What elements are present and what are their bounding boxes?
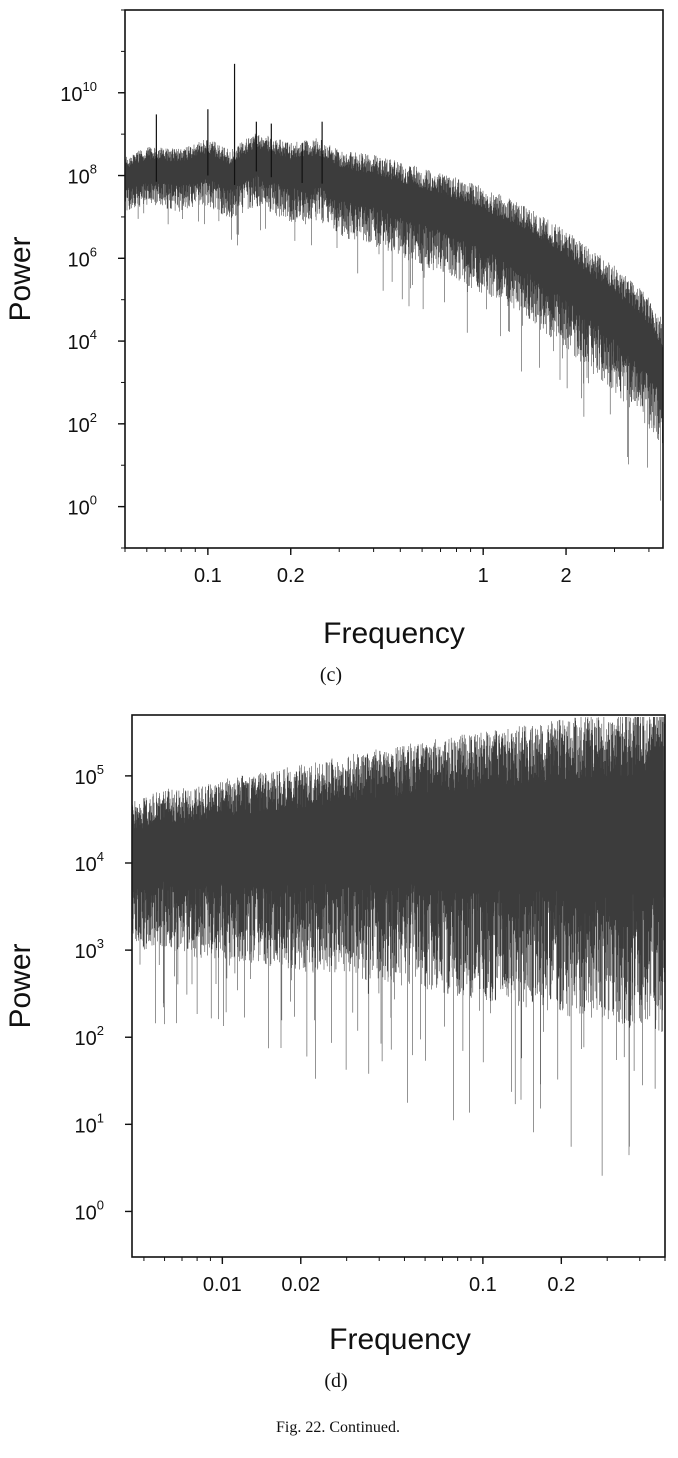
x-tick-label: 0.1 xyxy=(194,565,222,587)
spectrum-noise xyxy=(131,717,666,1176)
chart-panel-c: 0.1 0.2 1 2 100 102 104 106 108 1010 Frequency P… xyxy=(4,9,664,686)
x-axis-label-d: Frequency xyxy=(329,1323,471,1356)
y-ticks-c: 100 102 104 106 108 1010 xyxy=(60,9,125,549)
y-tick-label: 105 xyxy=(75,762,104,789)
spectrum-noise xyxy=(124,133,664,501)
y-tick-label: 102 xyxy=(75,1023,104,1050)
y-tick-label: 100 xyxy=(68,493,97,520)
y-axis-label-d: Power xyxy=(4,943,37,1028)
x-tick-label: 0.01 xyxy=(203,1274,242,1296)
y-ticks-d: 100 101 102 103 104 105 xyxy=(75,762,132,1224)
y-axis-label-c: Power xyxy=(4,236,37,321)
y-tick-label: 102 xyxy=(68,410,97,437)
y-tick-label: 106 xyxy=(68,244,97,271)
x-tick-label: 0.02 xyxy=(281,1274,320,1296)
figure-caption: Fig. 22. Continued. xyxy=(276,1419,400,1436)
y-tick-label: 1010 xyxy=(60,79,97,106)
x-tick-label: 1 xyxy=(478,565,489,587)
y-tick-label: 104 xyxy=(68,327,97,354)
x-tick-label: 2 xyxy=(560,565,571,587)
plot-frame-c xyxy=(124,9,664,549)
x-ticks-c: 0.1 0.2 1 2 xyxy=(124,548,650,587)
x-tick-label: 0.1 xyxy=(469,1274,497,1296)
spectrum-trace-d xyxy=(131,717,666,1176)
x-ticks-d: 0.01 0.02 0.1 0.2 xyxy=(143,1257,666,1296)
x-tick-label: 0.2 xyxy=(277,565,305,587)
panel-label-c: (c) xyxy=(320,664,342,686)
spectrum-trace-c xyxy=(124,63,664,501)
y-tick-label: 104 xyxy=(75,849,104,876)
chart-panel-d: 0.01 0.02 0.1 0.2 100 101 102 103 104 105 Freque… xyxy=(4,714,666,1392)
y-tick-label: 101 xyxy=(75,1110,104,1137)
x-axis-label-c: Frequency xyxy=(323,617,465,650)
plot-frame-d xyxy=(131,714,666,1258)
y-tick-label: 108 xyxy=(68,162,97,189)
x-tick-label: 0.2 xyxy=(547,1274,575,1296)
panel-label-d: (d) xyxy=(324,1370,347,1392)
y-tick-label: 103 xyxy=(75,936,104,963)
y-tick-label: 100 xyxy=(75,1197,104,1224)
